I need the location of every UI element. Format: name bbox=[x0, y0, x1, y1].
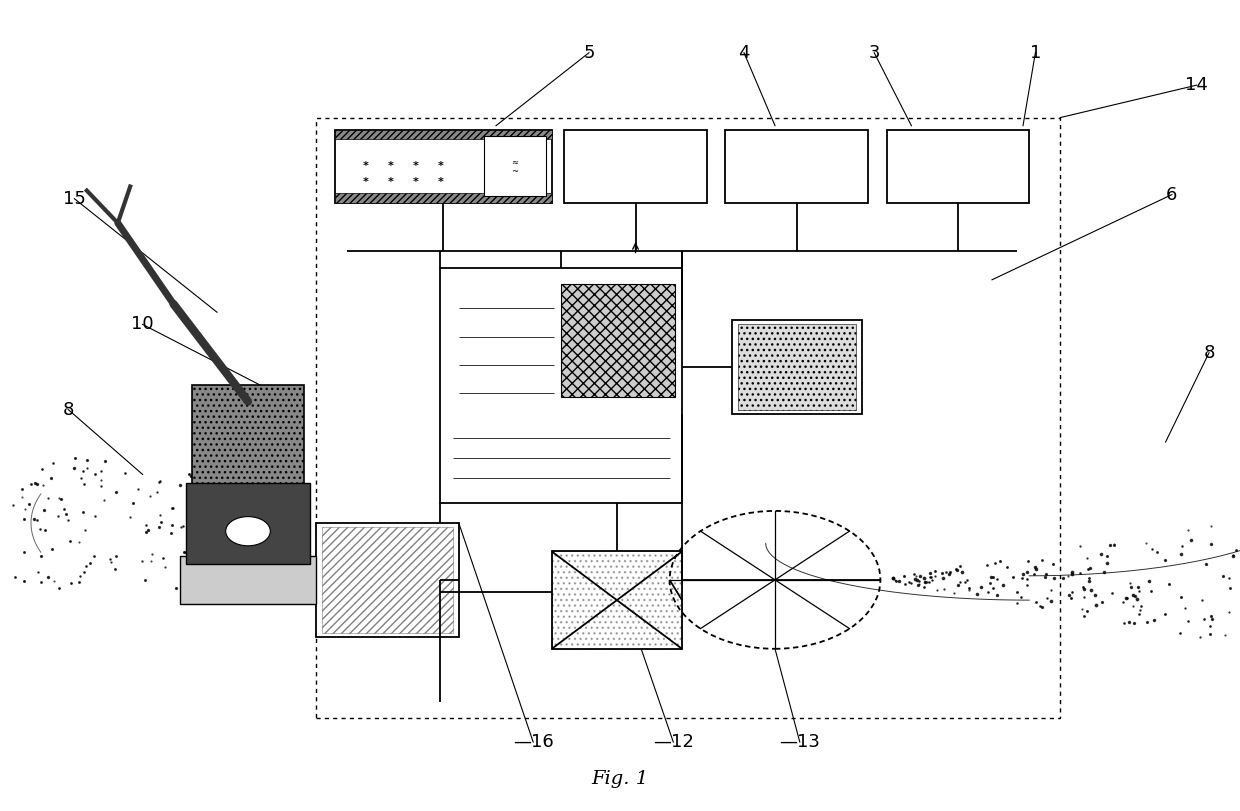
Text: 1: 1 bbox=[1029, 44, 1042, 62]
Text: *: * bbox=[413, 178, 418, 187]
FancyBboxPatch shape bbox=[335, 130, 552, 139]
FancyBboxPatch shape bbox=[186, 483, 310, 564]
Text: —13: —13 bbox=[780, 733, 820, 751]
FancyBboxPatch shape bbox=[552, 551, 682, 649]
FancyBboxPatch shape bbox=[192, 385, 304, 564]
Text: 8: 8 bbox=[1203, 344, 1215, 362]
FancyBboxPatch shape bbox=[335, 193, 552, 203]
FancyBboxPatch shape bbox=[725, 130, 868, 203]
FancyBboxPatch shape bbox=[322, 527, 453, 633]
Circle shape bbox=[226, 517, 270, 546]
Text: 10: 10 bbox=[131, 315, 154, 333]
Text: Fig. 1: Fig. 1 bbox=[591, 770, 649, 787]
FancyBboxPatch shape bbox=[738, 324, 856, 410]
FancyBboxPatch shape bbox=[564, 130, 707, 203]
FancyBboxPatch shape bbox=[440, 268, 682, 503]
FancyBboxPatch shape bbox=[180, 556, 316, 604]
FancyBboxPatch shape bbox=[335, 130, 552, 203]
Text: 6: 6 bbox=[1166, 186, 1178, 204]
Text: *: * bbox=[438, 178, 443, 187]
Text: 3: 3 bbox=[868, 44, 880, 62]
Text: *: * bbox=[388, 178, 393, 187]
Text: *: * bbox=[438, 161, 443, 171]
Text: 8: 8 bbox=[62, 401, 74, 418]
Text: ≈
~: ≈ ~ bbox=[511, 157, 518, 176]
Text: *: * bbox=[363, 161, 368, 171]
Text: 15: 15 bbox=[63, 190, 86, 208]
Text: 5: 5 bbox=[583, 44, 595, 62]
FancyBboxPatch shape bbox=[732, 320, 862, 414]
Text: —16: —16 bbox=[513, 733, 553, 751]
Text: 4: 4 bbox=[738, 44, 750, 62]
FancyBboxPatch shape bbox=[560, 284, 675, 397]
Text: *: * bbox=[413, 161, 418, 171]
FancyBboxPatch shape bbox=[316, 523, 459, 637]
Text: *: * bbox=[363, 178, 368, 187]
Text: 14: 14 bbox=[1185, 76, 1208, 94]
FancyBboxPatch shape bbox=[484, 136, 546, 196]
FancyBboxPatch shape bbox=[887, 130, 1029, 203]
Text: —12: —12 bbox=[653, 733, 693, 751]
Text: *: * bbox=[388, 161, 393, 171]
